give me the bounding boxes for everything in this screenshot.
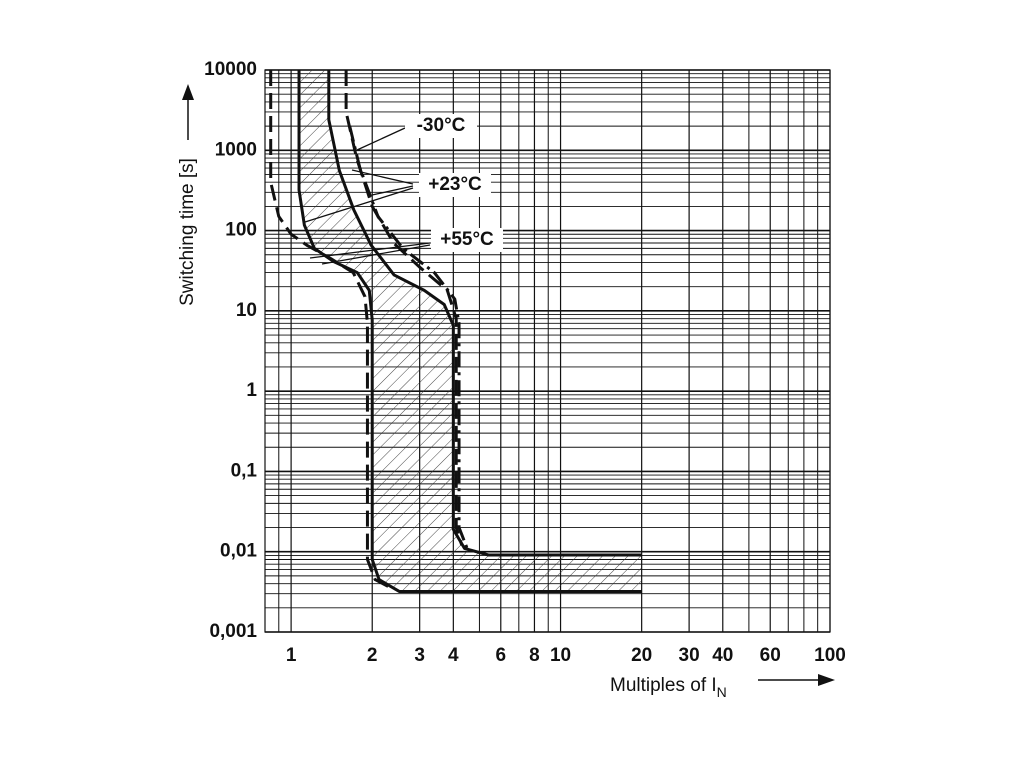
- x-tick-label: 4: [448, 645, 459, 666]
- leader-line: [356, 127, 406, 151]
- y-tick-label: 10000: [204, 59, 257, 80]
- y-tick-label: 0,001: [209, 621, 257, 642]
- x-axis-label-sub: N: [717, 684, 727, 700]
- x-tick-label: 8: [529, 645, 540, 666]
- annotation-box: [431, 228, 503, 252]
- annotation: +55°C: [440, 229, 494, 250]
- leader-line: [309, 242, 431, 259]
- x-tick-label: 2: [367, 645, 378, 666]
- annotation: -30°C: [417, 115, 466, 136]
- x-tick-label: 40: [712, 645, 733, 666]
- leader-line: [351, 169, 414, 185]
- annotation-box: [405, 114, 477, 138]
- tolerance-band: [299, 70, 642, 592]
- x-tick-label: 10: [550, 645, 571, 666]
- y-tick-label: 1000: [215, 139, 257, 160]
- y-tick-label: 10: [236, 300, 257, 321]
- x-tick-label: 3: [414, 645, 425, 666]
- x-axis-label: Multiples of IN: [610, 675, 727, 700]
- y-tick-label: 100: [225, 220, 257, 241]
- x-axis-arrowhead: [818, 674, 835, 686]
- x-tick-label: 6: [495, 645, 506, 666]
- y-tick-label: 0,01: [220, 541, 257, 562]
- curve: [348, 125, 469, 549]
- curve: [297, 70, 642, 593]
- annotation: +23°C: [428, 174, 482, 195]
- x-tick-label: 100: [814, 645, 846, 666]
- x-axis-label-main: Multiples of I: [610, 675, 717, 696]
- annotations: -30°C +23°C +55°C: [304, 114, 503, 265]
- annotation-box: [419, 173, 491, 197]
- plot: [269, 70, 642, 593]
- y-tick-label: 0,1: [231, 460, 258, 481]
- x-tick-label: 20: [631, 645, 652, 666]
- x-tick-label: 30: [679, 645, 700, 666]
- grid: 1 2 3 4 6 8 10 20 30 40 60 100 0,001 0,01 0,1 1 10 100 100…: [204, 59, 846, 666]
- y-axis-label: Switching time [s]: [177, 158, 198, 306]
- curve: [327, 70, 642, 557]
- x-tick-label: 60: [760, 645, 781, 666]
- leader-line: [304, 187, 414, 223]
- x-tick-label: 1: [286, 645, 297, 666]
- curve: [269, 70, 395, 591]
- leader-line: [321, 244, 431, 265]
- y-axis-arrowhead: [182, 84, 194, 100]
- y-tick-label: 1: [246, 380, 257, 401]
- leader-line: [371, 185, 414, 196]
